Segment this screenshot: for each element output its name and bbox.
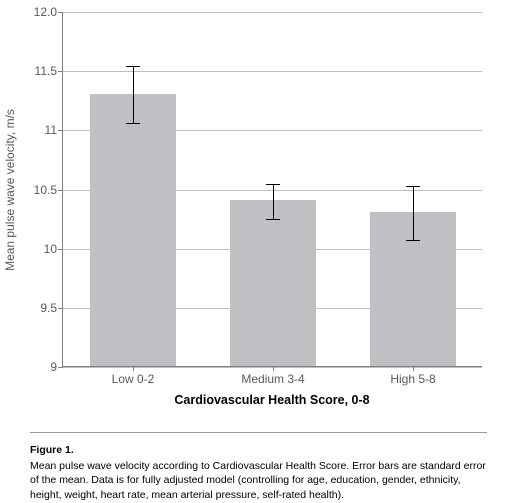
error-cap [266,184,280,185]
error-cap [126,123,140,124]
error-bar [273,184,274,220]
bar [230,200,317,366]
error-bar [413,186,414,240]
x-axis-label: Cardiovascular Health Score, 0-8 [174,393,369,407]
xtick-label: Low 0-2 [112,372,155,386]
ytick-mark [58,190,63,191]
error-cap [406,240,420,241]
ytick-label: 11.5 [35,64,57,78]
ytick-mark [58,249,63,250]
error-cap [406,186,420,187]
xtick-mark [413,366,414,371]
xtick-mark [133,366,134,371]
gridline [63,71,482,72]
bar [90,94,177,366]
ytick-label: 11 [45,123,57,137]
ytick-mark [58,71,63,72]
ytick-label: 10 [44,242,57,256]
ytick-label: 12.0 [34,5,57,19]
ytick-mark [58,12,63,13]
xtick-label: Medium 3-4 [241,372,304,386]
xtick-mark [273,366,274,371]
bar-chart: 9 9.5 10 10.5 11 11.5 12.0 Low 0-2 Medium 3-4 Hig… [0,0,507,420]
page: 9 9.5 10 10.5 11 11.5 12.0 Low 0-2 Medium 3-4 Hig… [0,0,507,503]
figure-caption: Figure 1. Mean pulse wave velocity accor… [30,432,487,502]
plot-area: 99.51010.51111.512.0Low 0-2Medium 3-4Hig… [62,12,482,367]
ytick-mark [58,308,63,309]
y-axis-label: Mean pulse wave velocity, m/s [3,109,17,271]
ytick-label: 10.5 [34,183,57,197]
ytick-label: 9.5 [40,301,57,315]
error-cap [266,219,280,220]
ytick-mark [58,367,63,368]
caption-title: Figure 1. [30,443,487,457]
error-bar [133,66,134,123]
ytick-mark [58,130,63,131]
xtick-label: High 5-8 [390,372,435,386]
ytick-label: 9 [50,360,57,374]
error-cap [126,66,140,67]
gridline [63,12,482,13]
caption-text: Mean pulse wave velocity according to Ca… [30,459,487,502]
